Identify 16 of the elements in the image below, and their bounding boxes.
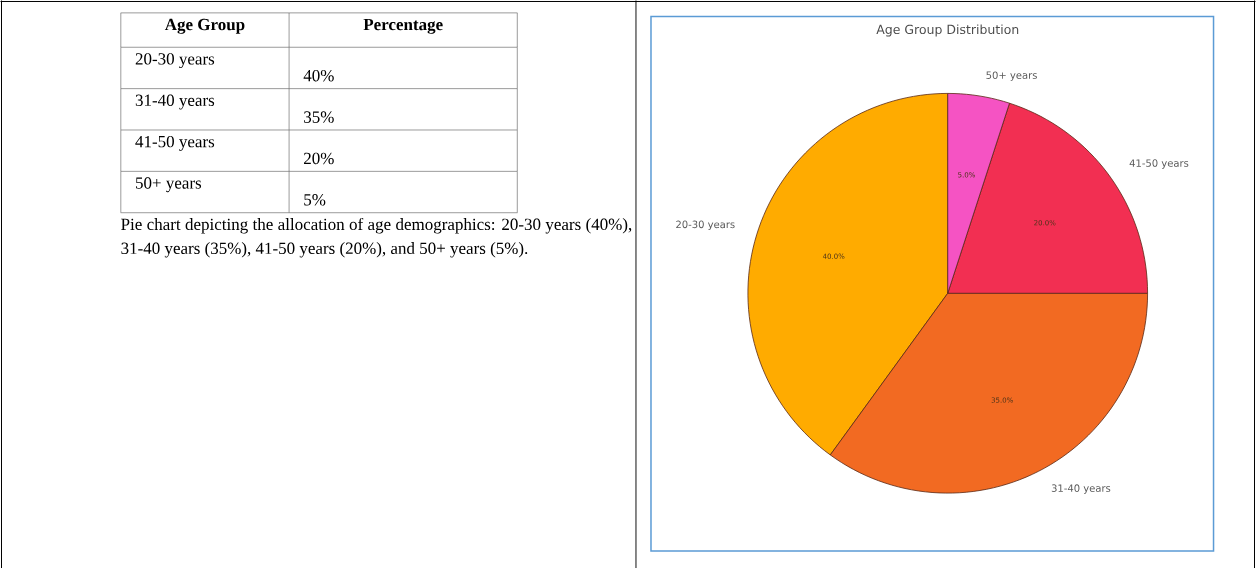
text: Pie chart depicting the allocation of age demographics: 20-30 years (40%), 31-40 years (35%), 41-50 years (20%), and 50+ years (5%).	[121, 218, 632, 258]
text: 20%	[304, 152, 334, 165]
slice-label: 50+ years	[986, 71, 1037, 82]
text: 5%	[304, 194, 326, 206]
category-label: 41-50 years	[135, 136, 215, 152]
chart-title: Age Group Distribution	[876, 24, 1019, 37]
text: 40%	[303, 70, 334, 82]
text: Age Group	[164, 19, 245, 35]
text: Percentage	[363, 19, 443, 35]
slice-label: 31-40 years	[1051, 484, 1111, 495]
category-label: 20-30 years	[135, 53, 215, 69]
category-label: 31-40 years	[135, 94, 215, 110]
text: 35%	[304, 111, 334, 124]
slice-label: 41-50 years	[1129, 159, 1189, 170]
category-label: 50+ years	[135, 177, 202, 193]
slice-label: 20-30 years	[676, 220, 735, 231]
